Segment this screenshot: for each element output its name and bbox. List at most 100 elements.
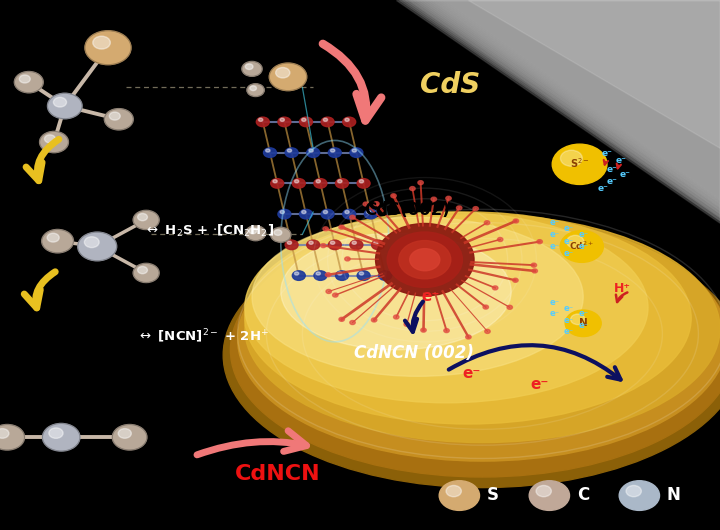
Ellipse shape [245,212,691,424]
Ellipse shape [238,217,720,461]
Text: S$^{2-}$: S$^{2-}$ [570,156,590,170]
Text: e⁻: e⁻ [564,304,574,313]
Circle shape [339,225,344,229]
Circle shape [314,179,327,188]
Text: e⁻: e⁻ [578,322,588,330]
Circle shape [292,271,305,280]
Circle shape [300,209,312,219]
Polygon shape [413,0,720,214]
Circle shape [357,179,370,188]
Text: e⁻: e⁻ [564,327,574,335]
Polygon shape [405,0,720,218]
Circle shape [374,202,379,206]
Polygon shape [436,0,720,203]
Text: e⁻: e⁻ [564,237,574,245]
Circle shape [294,272,299,275]
Circle shape [118,429,131,438]
Circle shape [498,237,503,242]
Circle shape [138,267,148,273]
Text: N: N [666,486,680,504]
Circle shape [85,31,131,65]
Circle shape [404,322,410,326]
Circle shape [53,98,66,107]
Circle shape [374,241,378,244]
Circle shape [345,118,349,121]
Circle shape [320,244,326,248]
Circle shape [280,118,284,121]
Text: $\leftrightarrow$ H$_{2}$S + $\cdot$[CN$_{2}$H$_{2}$]: $\leftrightarrow$ H$_{2}$S + $\cdot$[CN$… [144,223,274,238]
Circle shape [14,72,43,93]
Circle shape [537,240,542,244]
Circle shape [302,118,306,121]
Text: e⁻: e⁻ [615,156,626,164]
Circle shape [485,329,490,333]
Circle shape [330,149,335,152]
Polygon shape [419,0,720,211]
Circle shape [626,485,642,497]
Polygon shape [468,0,720,148]
Circle shape [0,429,9,438]
Circle shape [352,241,356,244]
Circle shape [387,232,462,287]
Circle shape [366,210,371,214]
Circle shape [309,149,313,152]
Circle shape [273,180,277,183]
Circle shape [264,148,276,157]
Circle shape [359,180,364,183]
Polygon shape [428,0,720,207]
Circle shape [446,485,462,497]
Text: e⁻: e⁻ [578,230,588,239]
Circle shape [45,135,55,143]
Circle shape [359,272,364,275]
Circle shape [256,117,269,127]
Text: N: N [579,318,588,328]
Circle shape [336,179,348,188]
Text: CdNCN (002): CdNCN (002) [354,344,474,362]
Polygon shape [431,0,720,206]
Text: e⁻: e⁻ [564,225,574,233]
Circle shape [552,144,607,184]
Circle shape [314,271,327,280]
Text: CdS: CdS [420,70,480,99]
Text: e⁻: e⁻ [549,298,559,306]
Circle shape [345,257,350,261]
Circle shape [302,210,306,214]
Circle shape [372,240,384,250]
Circle shape [133,263,159,282]
Circle shape [325,273,331,277]
Circle shape [278,117,291,127]
Circle shape [536,485,552,497]
Circle shape [271,227,291,242]
Circle shape [42,423,80,451]
Circle shape [567,235,584,248]
Circle shape [269,63,307,91]
Circle shape [513,219,518,223]
Circle shape [399,241,451,279]
Circle shape [446,196,451,200]
Text: CdNCN: CdNCN [235,464,320,484]
Circle shape [40,131,68,153]
Circle shape [431,197,436,201]
Circle shape [93,36,110,49]
Circle shape [560,231,603,262]
Circle shape [492,286,498,290]
Text: e⁻: e⁻ [578,242,588,251]
Circle shape [466,335,471,339]
Circle shape [246,64,253,69]
Text: e⁻: e⁻ [549,230,559,239]
Circle shape [444,329,449,333]
Circle shape [285,240,298,250]
Circle shape [483,305,488,309]
Circle shape [357,271,370,280]
Polygon shape [410,0,720,216]
Circle shape [285,148,298,157]
Circle shape [328,240,341,250]
Circle shape [280,210,284,214]
Circle shape [321,209,334,219]
Circle shape [338,180,342,183]
Polygon shape [433,0,720,204]
Text: e⁻: e⁻ [549,218,559,227]
Text: e⁻: e⁻ [531,377,549,392]
Text: e⁻: e⁻ [606,165,618,174]
Ellipse shape [230,223,720,477]
